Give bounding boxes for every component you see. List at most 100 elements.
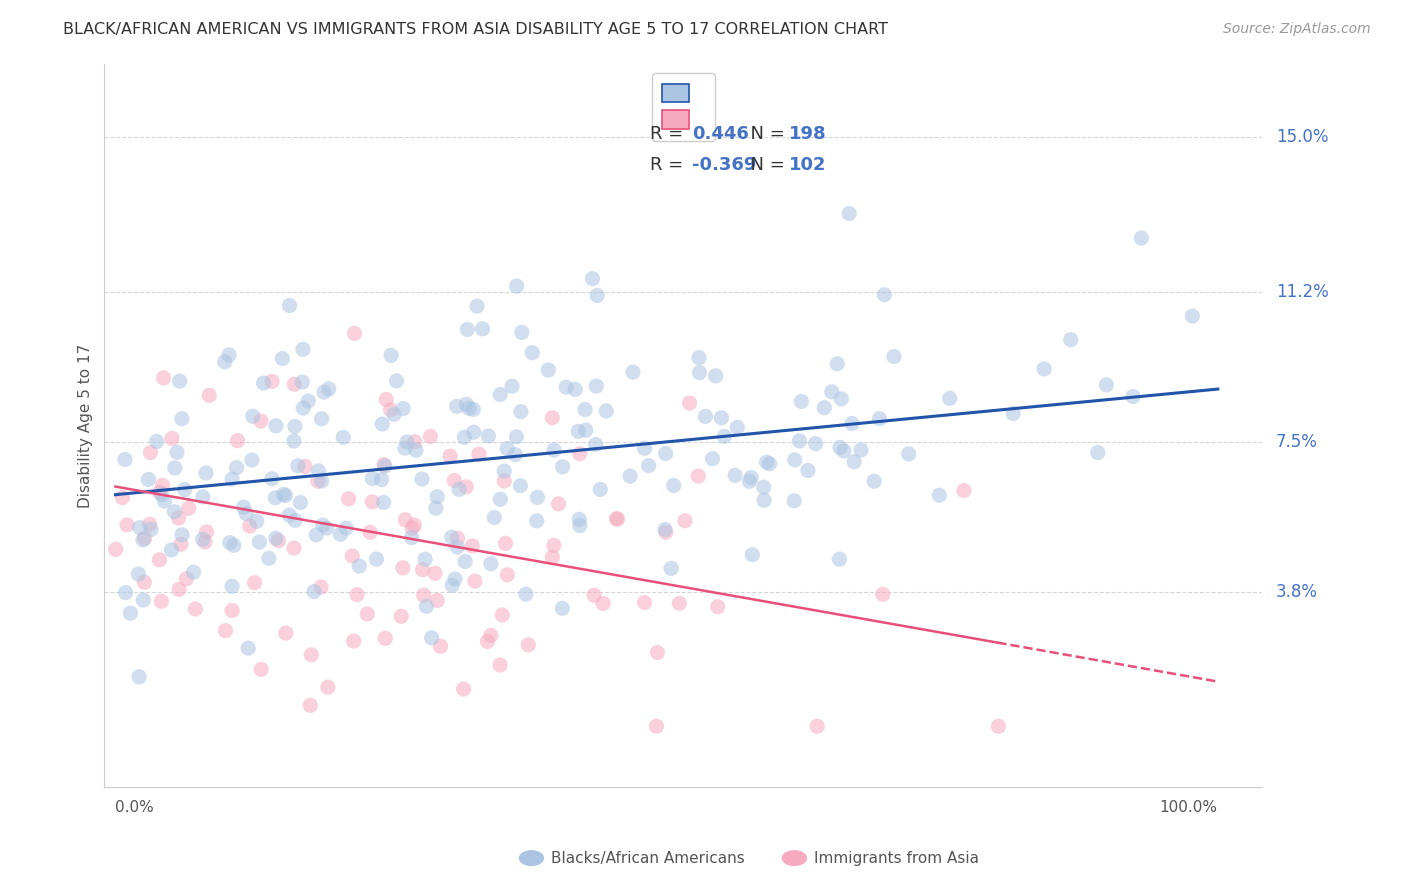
Point — [517, 638, 540, 652]
Point — [214, 624, 236, 638]
Point — [633, 442, 655, 456]
Point — [463, 402, 485, 417]
Point — [305, 528, 328, 542]
Point — [446, 400, 468, 414]
Point — [471, 322, 494, 336]
Point — [163, 461, 186, 475]
Point — [645, 719, 668, 733]
Point — [673, 514, 696, 528]
Point — [134, 575, 156, 590]
Point — [267, 533, 290, 548]
Point — [401, 531, 423, 545]
Point — [170, 537, 193, 551]
Point — [139, 522, 162, 536]
Point — [359, 525, 381, 540]
Point — [167, 511, 190, 525]
Point — [226, 434, 249, 448]
Point — [713, 429, 735, 443]
Point — [738, 475, 761, 489]
Point — [543, 442, 565, 457]
Point — [221, 472, 243, 486]
Point — [752, 493, 775, 508]
Point — [543, 538, 565, 552]
Point — [375, 392, 398, 407]
Point — [662, 478, 685, 492]
Point — [343, 326, 366, 341]
Point — [232, 500, 254, 515]
Point — [1130, 231, 1153, 245]
Point — [654, 523, 676, 537]
Point — [456, 480, 478, 494]
Point — [160, 432, 183, 446]
Point — [489, 387, 512, 401]
Point — [830, 392, 852, 406]
Point — [489, 658, 512, 673]
Point — [883, 350, 905, 364]
Point — [246, 514, 269, 528]
Point — [173, 483, 195, 497]
Point — [841, 417, 863, 431]
Point — [449, 483, 471, 497]
Point — [583, 588, 606, 602]
Point — [114, 585, 136, 599]
Point — [361, 495, 384, 509]
Point — [654, 446, 676, 460]
Point — [184, 602, 207, 616]
Point — [104, 542, 127, 557]
Point — [290, 495, 312, 509]
Point — [405, 443, 427, 458]
Point — [274, 488, 297, 502]
Point — [138, 472, 160, 486]
Point — [446, 540, 468, 554]
Point — [373, 495, 395, 509]
Point — [389, 609, 412, 624]
Point — [838, 206, 860, 220]
Point — [271, 351, 294, 366]
Point — [349, 559, 371, 574]
Point — [479, 628, 502, 642]
Point — [138, 517, 160, 532]
Point — [243, 575, 266, 590]
Point — [292, 401, 315, 415]
Point — [551, 459, 574, 474]
Text: 11.2%: 11.2% — [1275, 283, 1329, 301]
Point — [509, 479, 531, 493]
Point — [568, 512, 591, 526]
Point — [752, 480, 775, 494]
Point — [139, 445, 162, 459]
Point — [828, 441, 851, 455]
Point — [567, 425, 589, 439]
Point — [337, 491, 360, 506]
Text: BLACK/AFRICAN AMERICAN VS IMMIGRANTS FROM ASIA DISABILITY AGE 5 TO 17 CORRELATIO: BLACK/AFRICAN AMERICAN VS IMMIGRANTS FRO… — [63, 22, 889, 37]
Point — [456, 397, 478, 411]
Point — [316, 680, 339, 694]
Point — [370, 473, 392, 487]
Point — [264, 491, 287, 505]
Point — [564, 383, 586, 397]
Point — [489, 492, 512, 507]
Point — [307, 474, 329, 488]
Point — [647, 646, 669, 660]
Point — [668, 596, 690, 610]
Point — [586, 288, 609, 302]
Text: 102: 102 — [789, 156, 827, 175]
Point — [804, 436, 827, 450]
Y-axis label: Disability Age 5 to 17: Disability Age 5 to 17 — [79, 343, 93, 508]
Point — [177, 501, 200, 516]
Point — [704, 368, 727, 383]
Point — [132, 593, 155, 607]
Point — [689, 366, 711, 380]
Text: Source: ZipAtlas.com: Source: ZipAtlas.com — [1223, 22, 1371, 37]
Point — [491, 607, 513, 622]
Text: Immigrants from Asia: Immigrants from Asia — [814, 851, 979, 865]
Point — [939, 392, 962, 406]
Point — [423, 566, 446, 581]
Point — [264, 531, 287, 545]
Point — [1122, 390, 1144, 404]
Point — [361, 471, 384, 485]
Point — [821, 384, 844, 399]
Point — [419, 429, 441, 443]
Point — [440, 530, 463, 544]
Text: R =: R = — [650, 125, 689, 144]
Point — [413, 552, 436, 566]
